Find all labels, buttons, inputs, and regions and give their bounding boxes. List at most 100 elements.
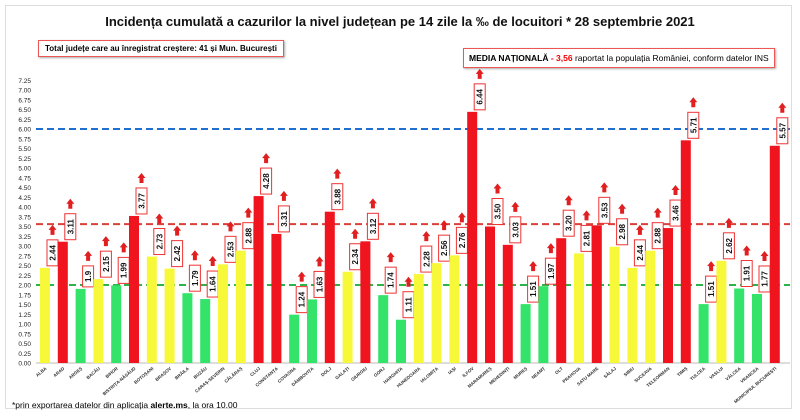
- bar: [680, 140, 691, 363]
- x-tick-label: SIBIU: [623, 366, 635, 378]
- value-label: 3.50: [494, 203, 503, 219]
- value-label: 1.79: [191, 270, 200, 286]
- x-tick-label: BIHOR: [105, 365, 120, 379]
- bar: [645, 250, 656, 363]
- up-arrow-icon: [618, 203, 627, 214]
- value-label: 3.11: [66, 219, 75, 235]
- dash: -: [548, 53, 557, 63]
- up-arrow-icon: [386, 252, 395, 263]
- bar: [467, 111, 478, 363]
- value-label-box: [366, 212, 379, 240]
- national-desc: raportat la populația României, conform …: [572, 53, 769, 63]
- up-arrow-icon: [119, 242, 128, 253]
- bar: [574, 253, 584, 363]
- value-label: 2.81: [583, 230, 592, 246]
- y-tick-label: 5.50: [18, 146, 31, 153]
- value-label-box: [153, 228, 166, 256]
- up-arrow-icon: [440, 220, 449, 231]
- up-arrow-icon: [564, 195, 573, 206]
- national-label: MEDIA NAȚIONALĂ: [469, 53, 549, 63]
- increase-count-box: Total județe care au înregistrat creșter…: [38, 40, 284, 57]
- y-tick-label: 0.50: [18, 341, 31, 348]
- up-arrow-icon: [582, 210, 591, 221]
- up-arrow-icon: [173, 225, 182, 236]
- up-arrow-icon: [511, 201, 520, 212]
- up-arrow-icon: [529, 261, 538, 272]
- value-label: 3.12: [369, 218, 378, 234]
- y-tick-label: 6.50: [18, 107, 31, 114]
- value-label: 2.88: [654, 227, 663, 243]
- value-label: 2.42: [173, 245, 182, 261]
- bar: [378, 295, 389, 363]
- y-tick-label: 5.25: [18, 156, 31, 163]
- x-tick-label: GIURGIU: [350, 366, 368, 382]
- x-tick-label: BACĂU: [85, 365, 101, 380]
- up-arrow-icon: [742, 245, 751, 256]
- up-arrow-icon: [155, 213, 164, 224]
- value-label: 1.11: [405, 297, 414, 313]
- y-tick-label: 2.50: [18, 263, 31, 270]
- bar: [769, 145, 780, 363]
- bar: [556, 238, 567, 363]
- up-arrow-icon: [600, 182, 609, 193]
- x-tick-label: BUZĂU: [192, 365, 208, 380]
- y-tick-label: 3.25: [18, 234, 31, 241]
- y-tick-label: 2.00: [18, 283, 31, 290]
- value-label: 5.57: [778, 122, 787, 138]
- bar: [164, 268, 175, 363]
- up-arrow-icon: [315, 256, 324, 267]
- y-tick-label: 5.00: [18, 166, 31, 173]
- value-label-box: [473, 83, 486, 111]
- value-label: 1.24: [298, 291, 307, 307]
- y-tick-label: 7.00: [18, 88, 31, 95]
- footnote: *prin exportarea datelor din aplicația a…: [12, 400, 237, 410]
- up-arrow-icon: [671, 185, 680, 196]
- bar: [146, 256, 157, 363]
- value-label-box: [224, 235, 237, 263]
- y-tick-label: 6.75: [18, 97, 31, 104]
- up-arrow-icon: [778, 102, 787, 113]
- y-tick-label: 0.00: [18, 361, 31, 368]
- bar: [218, 264, 228, 363]
- bar: [360, 241, 371, 363]
- x-tick-label: OLT: [554, 366, 564, 376]
- footnote-prefix: *prin exportarea datelor din aplicația: [12, 400, 151, 410]
- value-label: 1.51: [529, 281, 538, 297]
- bar: [485, 226, 495, 363]
- bar: [609, 246, 620, 363]
- value-label-box: [776, 117, 789, 145]
- y-tick-label: 6.00: [18, 127, 31, 134]
- y-tick-label: 4.25: [18, 195, 31, 202]
- up-arrow-icon: [333, 168, 342, 179]
- up-arrow-icon: [208, 256, 217, 267]
- x-tick-label: CĂLĂRAȘ: [223, 365, 244, 385]
- x-tick-label: BRĂILA: [173, 365, 190, 381]
- bar: [716, 260, 727, 363]
- value-label: 1.74: [387, 272, 396, 288]
- x-tick-label: MUREȘ: [513, 366, 529, 381]
- up-arrow-icon: [297, 271, 306, 282]
- y-tick-label: 3.00: [18, 244, 31, 251]
- bar: [324, 211, 335, 363]
- up-arrow-icon: [457, 212, 466, 223]
- value-label: 2.62: [725, 237, 734, 253]
- x-tick-label: BISTRIȚA-NĂSĂUD: [101, 365, 137, 397]
- value-label-box: [491, 198, 504, 225]
- up-arrow-icon: [404, 276, 413, 287]
- y-tick-label: 2.25: [18, 273, 31, 280]
- bar: [129, 215, 139, 363]
- up-arrow-icon: [84, 250, 93, 261]
- value-label: 4.28: [262, 173, 271, 189]
- up-arrow-icon: [707, 261, 716, 272]
- value-label: 2.98: [618, 223, 627, 239]
- up-arrow-icon: [422, 231, 431, 242]
- bar: [93, 279, 104, 363]
- national-average-box: MEDIA NAȚIONALĂ - 3,56 raportat la popul…: [463, 48, 775, 68]
- up-arrow-icon: [689, 97, 698, 108]
- bar: [307, 299, 317, 363]
- y-tick-label: 5.75: [18, 136, 31, 143]
- x-tick-label: GALAȚI: [334, 366, 350, 381]
- y-tick-label: 6.25: [18, 117, 31, 124]
- up-arrow-icon: [475, 68, 484, 79]
